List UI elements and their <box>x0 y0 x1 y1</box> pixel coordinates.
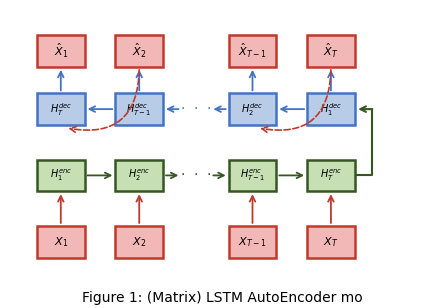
FancyBboxPatch shape <box>37 35 85 67</box>
Text: $H_T^{enc}$: $H_T^{enc}$ <box>320 168 342 183</box>
FancyBboxPatch shape <box>37 226 85 257</box>
Text: $H_{T-1}^{dec}$: $H_{T-1}^{dec}$ <box>127 101 152 118</box>
Text: $H_2^{dec}$: $H_2^{dec}$ <box>242 101 264 118</box>
Text: $X_T$: $X_T$ <box>323 235 339 249</box>
FancyBboxPatch shape <box>229 93 277 125</box>
Text: $\hat{X}_{T-1}$: $\hat{X}_{T-1}$ <box>238 42 267 60</box>
Text: $H_1^{dec}$: $H_1^{dec}$ <box>320 101 342 118</box>
Text: $H_{T-1}^{enc}$: $H_{T-1}^{enc}$ <box>240 168 265 183</box>
FancyBboxPatch shape <box>37 93 85 125</box>
FancyBboxPatch shape <box>307 160 355 191</box>
FancyBboxPatch shape <box>115 160 163 191</box>
FancyBboxPatch shape <box>307 226 355 257</box>
Text: $H_1^{enc}$: $H_1^{enc}$ <box>50 168 72 183</box>
FancyBboxPatch shape <box>307 93 355 125</box>
Text: Figure 1: (Matrix) LSTM AutoEncoder mo: Figure 1: (Matrix) LSTM AutoEncoder mo <box>82 291 362 306</box>
Text: $\cdot$  $\cdot$  $\cdot$: $\cdot$ $\cdot$ $\cdot$ <box>180 102 211 116</box>
FancyBboxPatch shape <box>115 35 163 67</box>
Text: $X_1$: $X_1$ <box>54 235 68 249</box>
Text: $\hat{X}_T$: $\hat{X}_T$ <box>323 42 339 60</box>
FancyBboxPatch shape <box>229 35 277 67</box>
Text: $\hat{X}_2$: $\hat{X}_2$ <box>132 42 147 60</box>
Text: $X_{T-1}$: $X_{T-1}$ <box>238 235 267 249</box>
Text: $X_2$: $X_2$ <box>132 235 147 249</box>
Text: $H_T^{dec}$: $H_T^{dec}$ <box>50 101 72 118</box>
FancyBboxPatch shape <box>115 93 163 125</box>
Text: $\hat{X}_1$: $\hat{X}_1$ <box>54 42 68 60</box>
FancyBboxPatch shape <box>229 226 277 257</box>
Text: $\cdot$  $\cdot$  $\cdot$: $\cdot$ $\cdot$ $\cdot$ <box>180 168 211 182</box>
FancyBboxPatch shape <box>229 160 277 191</box>
Text: $H_2^{enc}$: $H_2^{enc}$ <box>128 168 151 183</box>
FancyBboxPatch shape <box>37 160 85 191</box>
FancyBboxPatch shape <box>307 35 355 67</box>
FancyBboxPatch shape <box>115 226 163 257</box>
